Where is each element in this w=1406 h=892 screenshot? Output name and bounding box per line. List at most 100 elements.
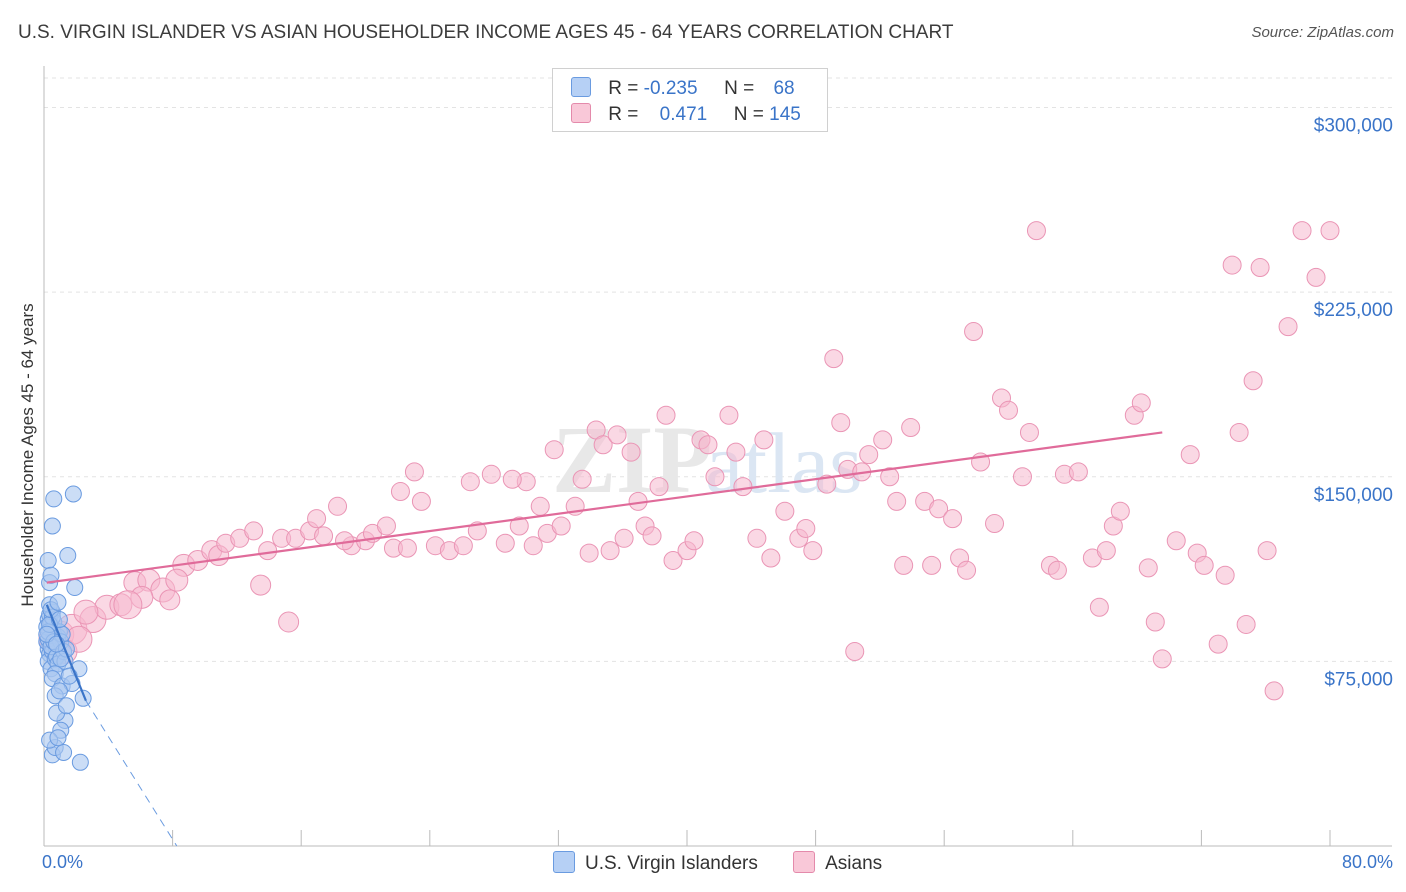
legend-r-label: R = [608, 78, 644, 99]
legend-r-label: R = [608, 104, 644, 125]
point-asians [943, 509, 963, 529]
axes [43, 66, 1392, 847]
point-asians [1180, 445, 1200, 465]
point-asians [733, 477, 753, 497]
legend-row-usvi: R = -0.235 N = 68 [571, 77, 795, 101]
point-asians [831, 413, 851, 433]
legend-r-value-asians: 0.471 [659, 104, 708, 125]
point-usvi [59, 547, 77, 565]
point-asians [328, 496, 348, 516]
point-asians [1012, 467, 1032, 487]
point-asians [684, 531, 704, 551]
point-asians [1152, 649, 1172, 669]
point-usvi [66, 579, 84, 597]
x-tick-min: 0.0% [42, 852, 84, 872]
point-asians [1257, 541, 1277, 561]
point-asians [1096, 541, 1116, 561]
legend-item-usvi: U.S. Virgin Islanders [553, 851, 758, 875]
legend-r-value-usvi: -0.235 [643, 78, 698, 99]
y-tick-label: $225,000 [1314, 300, 1393, 321]
point-asians [397, 538, 417, 558]
point-asians [929, 499, 949, 519]
point-asians [314, 526, 334, 546]
point-asians [530, 496, 550, 516]
point-asians [754, 430, 774, 450]
point-asians [307, 509, 327, 529]
trend-lines [45, 431, 1163, 847]
point-usvi [42, 566, 60, 584]
point-asians [817, 474, 837, 494]
legend-swatch-usvi [571, 77, 591, 97]
trend-line-usvi [45, 604, 87, 702]
point-asians [551, 516, 571, 536]
point-asians [593, 435, 613, 455]
point-asians [250, 574, 272, 596]
point-asians [964, 322, 984, 342]
legend-n-value-usvi: 68 [773, 78, 795, 99]
point-asians [985, 514, 1005, 534]
legend-label-asians: Asians [825, 853, 883, 874]
y-tick-label: $75,000 [1324, 669, 1393, 690]
point-asians [649, 477, 669, 497]
legend-swatch-asians [793, 851, 816, 873]
point-asians [663, 550, 683, 570]
point-asians [1145, 612, 1165, 632]
legend-n-value-asians: 145 [769, 104, 801, 125]
point-asians [258, 541, 278, 561]
point-asians [495, 533, 515, 553]
point-asians [656, 405, 676, 425]
point-usvi [71, 753, 89, 771]
point-asians [761, 548, 781, 568]
point-asians [502, 469, 522, 489]
point-asians [1026, 221, 1046, 241]
point-asians [579, 543, 599, 563]
legend-item-asians: Asians [793, 851, 882, 875]
point-asians [460, 472, 480, 492]
point-asians [887, 491, 907, 511]
point-asians [509, 516, 529, 536]
point-asians [1194, 555, 1214, 575]
point-asians [1236, 614, 1256, 634]
point-asians [600, 541, 620, 561]
point-asians [747, 528, 767, 548]
point-asians [1278, 317, 1298, 337]
chart-source: Source: ZipAtlas.com [1251, 24, 1394, 41]
point-asians [1068, 462, 1088, 482]
point-asians [523, 536, 543, 556]
legend-label-usvi: U.S. Virgin Islanders [585, 853, 758, 874]
point-asians [719, 405, 739, 425]
point-asians [894, 555, 914, 575]
legend-row-asians: R = 0.471 N = 145 [571, 103, 801, 127]
point-asians [1089, 597, 1109, 617]
point-asians [404, 462, 424, 482]
point-asians [544, 440, 564, 460]
point-asians [1320, 221, 1340, 241]
point-asians [803, 541, 823, 561]
chart-title: U.S. VIRGIN ISLANDER VS ASIAN HOUSEHOLDE… [18, 22, 954, 43]
point-asians [1166, 531, 1186, 551]
point-usvi [57, 697, 75, 715]
point-usvi [64, 485, 82, 503]
point-asians [845, 642, 865, 662]
point-asians [922, 555, 942, 575]
x-tick-max: 80.0% [1341, 852, 1393, 872]
stats-legend: R = -0.235 N = 68 R = 0.471 N = 145 [552, 68, 828, 132]
y-tick-labels: $75,000 $150,000 $225,000 $300,000 [1314, 116, 1393, 691]
point-asians [1222, 255, 1242, 275]
usvi-points [38, 485, 92, 771]
point-asians [880, 467, 900, 487]
point-usvi [49, 593, 67, 611]
point-usvi [50, 682, 68, 700]
point-asians [159, 589, 181, 611]
point-asians [572, 469, 592, 489]
point-asians [859, 445, 879, 465]
legend-swatch-usvi [553, 851, 575, 873]
point-asians [705, 467, 725, 487]
point-asians [1229, 422, 1249, 442]
point-asians [1250, 258, 1270, 278]
point-asians [1110, 501, 1130, 521]
legend-n-label: N = [733, 104, 770, 125]
point-asians [73, 599, 99, 625]
point-usvi [43, 517, 61, 535]
point-asians [1215, 565, 1235, 585]
